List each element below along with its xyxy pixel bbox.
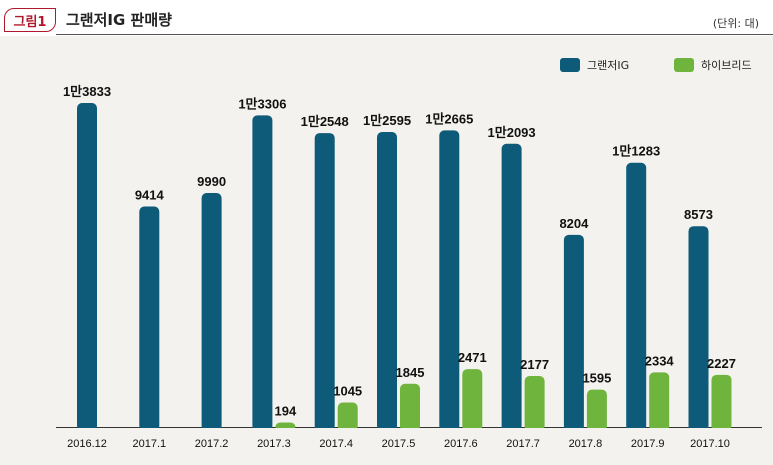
bar-hybrid [586, 389, 607, 431]
bar-hybrid [337, 402, 358, 431]
data-label-grandeur: 8204 [559, 216, 589, 231]
data-label-grandeur: 1만3306 [238, 96, 286, 111]
data-label-hybrid: 194 [275, 403, 297, 418]
x-tick-label: 2017.2 [195, 438, 229, 450]
data-label-grandeur: 1만3833 [63, 84, 111, 99]
header-rule [56, 34, 773, 35]
bar-grandeur [626, 162, 647, 431]
figure-badge: 그림1 [4, 8, 56, 32]
data-label-grandeur: 9414 [135, 188, 165, 203]
x-tick-label: 2017.4 [319, 438, 353, 450]
data-label-hybrid: 2334 [645, 353, 675, 368]
data-label-grandeur: 1만2093 [488, 125, 536, 140]
bar-hybrid [711, 374, 732, 431]
legend-swatch-grandeur [560, 58, 580, 72]
legend-item-grandeur: 그랜저IG [560, 57, 629, 73]
x-tick-label: 2017.7 [506, 438, 540, 450]
bar-grandeur [501, 143, 522, 432]
data-label-hybrid: 1595 [582, 371, 611, 386]
x-tick-label: 2017.10 [690, 438, 730, 450]
bar-grandeur [563, 234, 584, 431]
bar-grandeur [201, 193, 222, 431]
x-tick-label: 2017.8 [569, 438, 603, 450]
bar-grandeur [252, 115, 273, 431]
data-label-hybrid: 2471 [458, 350, 487, 365]
bar-grandeur [314, 133, 335, 431]
x-tick-label: 2017.6 [444, 438, 478, 450]
data-label-hybrid: 2227 [707, 356, 736, 371]
figure-header: 그림1 그랜저IG 판매량 (단위: 대) [0, 0, 773, 36]
data-label-grandeur: 1만2595 [363, 113, 411, 128]
bar-hybrid [462, 369, 483, 431]
data-label-grandeur: 1만2548 [301, 114, 349, 129]
legend-item-hybrid: 하이브리드 [674, 57, 752, 73]
data-label-grandeur: 1만1283 [612, 144, 660, 159]
legend-label-hybrid: 하이브리드 [701, 59, 752, 72]
x-tick-label: 2017.3 [257, 438, 291, 450]
legend-label-grandeur: 그랜저IG [587, 59, 630, 72]
bar-hybrid [400, 383, 420, 431]
x-tick-label: 2017.5 [382, 438, 416, 450]
data-label-hybrid: 1045 [333, 384, 362, 399]
x-tick-label: 2017.1 [132, 438, 166, 450]
data-label-hybrid: 1845 [396, 365, 425, 380]
data-label-grandeur: 9990 [197, 174, 226, 189]
chart-title: 그랜저IG 판매량 [66, 11, 172, 29]
x-tick-label: 2017.9 [631, 438, 665, 450]
bar-grandeur [439, 130, 460, 432]
data-label-grandeur: 1만2665 [425, 111, 473, 126]
bar-grandeur [377, 131, 397, 431]
unit-label: (단위: 대) [712, 17, 759, 30]
legend-swatch-hybrid [674, 58, 694, 72]
bar-hybrid [524, 376, 545, 431]
x-tick-label: 2016.12 [67, 438, 107, 450]
bar-hybrid [649, 372, 670, 431]
data-label-hybrid: 2177 [520, 357, 549, 372]
bar-grandeur [77, 103, 97, 431]
bar-grandeur [688, 226, 709, 431]
bar-grandeur [139, 206, 160, 431]
baseline-mask [56, 428, 762, 433]
data-label-grandeur: 8573 [684, 207, 713, 222]
